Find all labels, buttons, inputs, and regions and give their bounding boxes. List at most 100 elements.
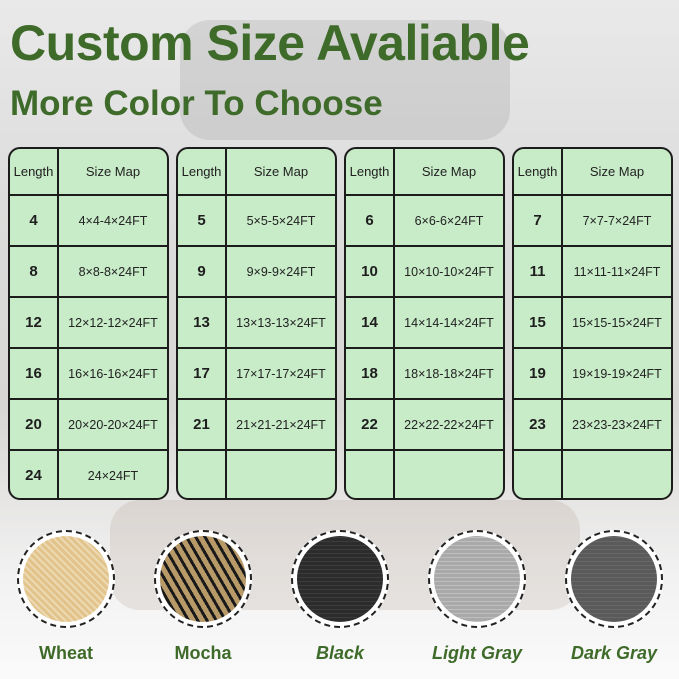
size-cell: 17×17-17×24FT: [236, 366, 326, 381]
color-label: Wheat: [39, 643, 93, 663]
table-row: 4 4×4-4×24FT: [10, 194, 167, 245]
size-cell: 7×7-7×24FT: [582, 213, 652, 228]
table-row: 15 15×15-15×24FT: [514, 296, 671, 347]
size-cell: 21×21-21×24FT: [236, 417, 326, 432]
length-cell: 11: [514, 247, 563, 296]
size-table: Length Size Map 5 5×5-5×24FT 9 9×9-9×24FT 13 13…: [176, 147, 337, 500]
length-cell: 24: [10, 451, 59, 498]
size-cell: 10×10-10×24FT: [404, 264, 494, 279]
size-cell: [227, 451, 335, 498]
size-cell: 13×13-13×24FT: [236, 315, 326, 330]
table-row: 5 5×5-5×24FT: [178, 194, 335, 245]
size-map-header: Size Map: [253, 164, 309, 179]
size-cell: 12×12-12×24FT: [68, 315, 158, 330]
length-cell: 5: [178, 196, 227, 245]
length-cell: 23: [514, 400, 563, 449]
table-row: 20 20×20-20×24FT: [10, 398, 167, 449]
table-header: Length Size Map: [346, 149, 503, 194]
color-label: Light Gray: [431, 643, 522, 663]
length-cell: 6: [346, 196, 395, 245]
length-cell: 18: [346, 349, 395, 398]
length-cell: 9: [178, 247, 227, 296]
table-row: 8 8×8-8×24FT: [10, 245, 167, 296]
table-row: 9 9×9-9×24FT: [178, 245, 335, 296]
table-row: 7 7×7-7×24FT: [514, 194, 671, 245]
size-cell: 11×11-11×24FT: [573, 264, 661, 279]
color-label: Mocha: [174, 643, 232, 663]
size-map-header: Size Map: [421, 164, 477, 179]
color-swatch-black: [291, 530, 389, 628]
length-header: Length: [10, 149, 59, 194]
length-cell: 10: [346, 247, 395, 296]
length-header: Length: [178, 149, 227, 194]
size-table: Length Size Map 6 6×6-6×24FT 10 10×10-10×24FT…: [344, 147, 505, 500]
length-cell: 4: [10, 196, 59, 245]
size-cell: [563, 451, 671, 498]
size-cell: 4×4-4×24FT: [78, 213, 148, 228]
length-cell: 14: [346, 298, 395, 347]
size-cell: 8×8-8×24FT: [78, 264, 148, 279]
size-table: Length Size Map 4 4×4-4×24FT 8 8×8-8×24FT 12 12…: [8, 147, 169, 500]
size-map-header: Size Map: [589, 164, 645, 179]
length-cell: 7: [514, 196, 563, 245]
table-row: 14 14×14-14×24FT: [346, 296, 503, 347]
length-header: Length: [346, 149, 395, 194]
fabric-texture: [434, 536, 520, 622]
table-row: 23 23×23-23×24FT: [514, 398, 671, 449]
size-cell: 23×23-23×24FT: [572, 417, 662, 432]
length-cell: 22: [346, 400, 395, 449]
table-header: Length Size Map: [178, 149, 335, 194]
table-row: 21 21×21-21×24FT: [178, 398, 335, 449]
size-cell: 15×15-15×24FT: [572, 315, 662, 330]
size-cell: 20×20-20×24FT: [68, 417, 158, 432]
table-row: 17 17×17-17×24FT: [178, 347, 335, 398]
table-row: 11 11×11-11×24FT: [514, 245, 671, 296]
size-cell: 19×19-19×24FT: [572, 366, 662, 381]
size-cell: 6×6-6×24FT: [414, 213, 484, 228]
color-swatch-wheat: [17, 530, 115, 628]
color-label: Dark Gray: [570, 643, 658, 663]
table-row: 10 10×10-10×24FT: [346, 245, 503, 296]
size-cell: 16×16-16×24FT: [68, 366, 158, 381]
length-cell: [346, 451, 395, 498]
size-cell: [395, 451, 503, 498]
length-cell: 8: [10, 247, 59, 296]
table-row: [178, 449, 335, 498]
table-header: Length Size Map: [514, 149, 671, 194]
length-cell: 12: [10, 298, 59, 347]
size-cell: 5×5-5×24FT: [246, 213, 316, 228]
length-cell: 15: [514, 298, 563, 347]
fabric-texture: [571, 536, 657, 622]
size-cell: 9×9-9×24FT: [246, 264, 316, 279]
table-row: 24 24×24FT: [10, 449, 167, 498]
length-cell: [178, 451, 227, 498]
table-row: 16 16×16-16×24FT: [10, 347, 167, 398]
table-row: 22 22×22-22×24FT: [346, 398, 503, 449]
fabric-texture: [160, 536, 246, 622]
length-cell: 20: [10, 400, 59, 449]
table-row: [514, 449, 671, 498]
fabric-texture: [297, 536, 383, 622]
table-header: Length Size Map: [10, 149, 167, 194]
color-swatch-mocha: [154, 530, 252, 628]
table-row: 19 19×19-19×24FT: [514, 347, 671, 398]
length-cell: [514, 451, 563, 498]
table-row: 18 18×18-18×24FT: [346, 347, 503, 398]
color-swatch-light-gray: [428, 530, 526, 628]
table-row: 6 6×6-6×24FT: [346, 194, 503, 245]
fabric-texture: [23, 536, 109, 622]
length-cell: 21: [178, 400, 227, 449]
size-cell: 24×24FT: [87, 468, 139, 483]
length-cell: 13: [178, 298, 227, 347]
page-subtitle: More Color To Choose: [10, 84, 383, 123]
length-cell: 16: [10, 349, 59, 398]
table-row: 12 12×12-12×24FT: [10, 296, 167, 347]
color-swatch-dark-gray: [565, 530, 663, 628]
color-label: Black: [315, 643, 365, 663]
size-cell: 18×18-18×24FT: [404, 366, 494, 381]
size-cell: 22×22-22×24FT: [404, 417, 494, 432]
background-machine: [180, 20, 510, 140]
table-row: [346, 449, 503, 498]
page-title: Custom Size Avaliable: [10, 15, 530, 71]
size-table: Length Size Map 7 7×7-7×24FT 11 11×11-11×24FT…: [512, 147, 673, 500]
